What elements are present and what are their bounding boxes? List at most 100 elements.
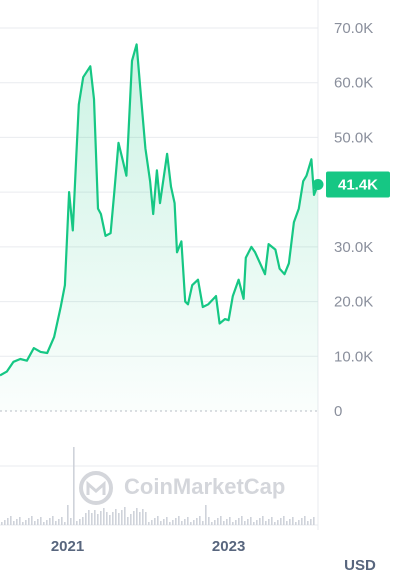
volume-bar (145, 512, 147, 525)
volume-bar (46, 520, 48, 525)
volume-bar (310, 519, 312, 525)
volume-bar (286, 521, 288, 525)
current-price-label: 41.4K (338, 176, 378, 193)
volume-bar (112, 512, 114, 525)
volume-bar (229, 517, 231, 525)
volume-bar (1, 522, 3, 525)
volume-bar (151, 520, 153, 525)
volume-bar (88, 510, 90, 525)
volume-bar (313, 517, 315, 525)
volume-bar (85, 513, 87, 525)
volume-bar (73, 447, 75, 525)
volume-bar (202, 521, 204, 525)
volume-bar (298, 520, 300, 525)
y-tick-label: 50.0K (334, 129, 373, 146)
y-tick-label: 70.0K (334, 20, 373, 37)
volume-bar (163, 519, 165, 525)
volume-bar (274, 522, 276, 525)
volume-bar (304, 516, 306, 525)
volume-bar (37, 519, 39, 525)
volume-bar (64, 522, 66, 525)
volume-bar (184, 519, 186, 525)
volume-bar (79, 519, 81, 525)
volume-bar (292, 517, 294, 525)
volume-bar (118, 513, 120, 525)
volume-bar (250, 517, 252, 525)
volume-bar (154, 518, 156, 525)
volume-bar (265, 521, 267, 525)
volume-bar (253, 522, 255, 525)
y-tick-label: 10.0K (334, 348, 373, 365)
volume-bar (217, 518, 219, 525)
volume-bar (160, 521, 162, 525)
volume-bar (283, 516, 285, 525)
volume-bar (262, 516, 264, 525)
volume-bar (130, 514, 132, 525)
volume-bar (187, 517, 189, 525)
volume-bar (67, 505, 69, 525)
current-price-dot (312, 178, 324, 190)
y-tick-label: 30.0K (334, 239, 373, 256)
y-tick-label: 0 (334, 403, 342, 420)
volume-bar (277, 520, 279, 525)
volume-bar (115, 509, 117, 525)
volume-bar (13, 521, 15, 525)
volume-bar (49, 518, 51, 525)
volume-bar (193, 520, 195, 525)
volume-bar (100, 511, 102, 525)
volume-bar (271, 517, 273, 525)
volume-bar (259, 518, 261, 525)
volume-bar (190, 522, 192, 525)
currency-label: USD (344, 557, 376, 574)
volume-bar (19, 517, 21, 525)
volume-bar (82, 517, 84, 525)
volume-bar (10, 516, 12, 525)
volume-bar (256, 520, 258, 525)
x-tick-label: 2023 (212, 538, 245, 555)
volume-bar (124, 507, 126, 525)
y-tick-label: 60.0K (334, 75, 373, 92)
price-area (0, 44, 318, 412)
volume-bar (169, 522, 171, 525)
volume-bar (94, 510, 96, 525)
volume-bar (22, 522, 24, 525)
volume-bar (301, 518, 303, 525)
volume-bar (175, 518, 177, 525)
volume-bar (247, 519, 249, 525)
volume-bar (214, 520, 216, 525)
volume-bar (289, 519, 291, 525)
volume-bar (211, 522, 213, 525)
volume-bar (220, 516, 222, 525)
volume-bar (70, 518, 72, 525)
volume-bar (34, 521, 36, 525)
volume-bar (148, 522, 150, 525)
volume-bar (31, 516, 33, 525)
watermark-logo-icon (79, 471, 113, 505)
volume-bar (241, 516, 243, 525)
volume-bar (133, 511, 135, 525)
volume-bar (106, 512, 108, 525)
volume-bar (52, 516, 54, 525)
volume-bar (244, 521, 246, 525)
volume-bar (139, 512, 141, 525)
volume-bar (178, 516, 180, 525)
volume-bar (136, 508, 138, 525)
volume-bar (28, 518, 30, 525)
watermark: CoinMarketCap (124, 474, 285, 499)
volume-bar (127, 517, 129, 525)
volume-bar (4, 520, 6, 525)
volume-bar (58, 519, 60, 525)
volume-bar (25, 520, 27, 525)
volume-bar (61, 517, 63, 525)
volume-bar (103, 508, 105, 525)
volume-bar (199, 516, 201, 525)
volume-bar (181, 521, 183, 525)
volume-bar (40, 517, 42, 525)
volume-bar (157, 516, 159, 525)
volume-bar (208, 517, 210, 525)
volume-bars (1, 447, 315, 525)
volume-bar (55, 521, 57, 525)
x-axis: 2021 2023 (51, 538, 245, 555)
volume-bar (295, 522, 297, 525)
